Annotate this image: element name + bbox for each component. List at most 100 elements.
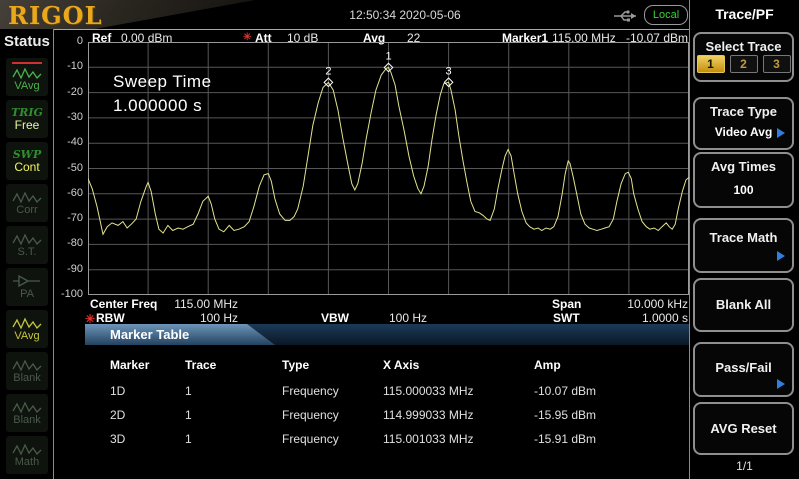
spectrum-plot: 1 2 3 Sweep Time 1.000000 s — [87, 41, 690, 296]
status-math-trace-icon: Math — [6, 436, 48, 474]
marker-table-col-marker: Marker — [110, 358, 150, 372]
table-row-xaxis: 115.000033 MHz — [383, 384, 474, 398]
center-freq-label: Center Freq — [90, 297, 158, 311]
select-trace-button[interactable]: Select Trace 1 2 3 — [693, 32, 794, 82]
table-row-marker: 2D — [110, 408, 126, 422]
avg-times-value: 100 — [733, 183, 754, 197]
panel-title: Trace/PF — [715, 6, 774, 22]
vbw-value: 100 Hz — [388, 311, 427, 325]
blank-all-label: Blank All — [715, 297, 772, 312]
rbw-changed-flag-icon: ✳ — [85, 312, 96, 326]
y-axis-tick: -20 — [67, 85, 83, 98]
sweep-time-overlay-value: 1.000000 s — [113, 96, 203, 115]
avg-times-button[interactable]: Avg Times 100 — [693, 152, 794, 208]
usb-icon — [614, 10, 636, 22]
marker-table-col-xaxis: X Axis — [383, 358, 420, 372]
marker-table-banner: Marker Table — [85, 324, 689, 345]
y-axis-tick: -40 — [67, 136, 83, 149]
trace-type-label: Trace Type — [710, 104, 777, 119]
status-trace-video-avg-icon: VAvg — [6, 58, 48, 96]
marker-table-title: Marker Table — [110, 327, 190, 342]
table-row-marker: 3D — [110, 432, 126, 446]
y-axis-tick: 0 — [76, 35, 83, 47]
marker-1-number: 1 — [385, 50, 391, 62]
sweep-time-overlay: Sweep Time 1.000000 s — [113, 70, 212, 118]
table-row-xaxis: 114.999033 MHz — [383, 408, 474, 422]
status-column-title: Status — [4, 33, 50, 50]
marker-2-diamond-icon — [323, 77, 334, 88]
menu-page-indicator: 1/1 — [736, 459, 753, 473]
table-row-type: Frequency — [282, 384, 339, 398]
table-row-amp: -15.95 dBm — [534, 408, 597, 422]
swt-label: SWT — [553, 311, 580, 325]
submenu-arrow-icon — [777, 128, 785, 138]
table-row-type: Frequency — [282, 408, 339, 422]
rbw-label: RBW — [96, 311, 125, 325]
att-changed-flag-icon: ✳ — [243, 32, 252, 43]
marker-3-number: 3 — [446, 65, 452, 77]
status-trace3-blank-icon: Blank — [6, 394, 48, 432]
table-row-type: Frequency — [282, 432, 339, 446]
trace-type-button[interactable]: Trace Type Video Avg — [693, 97, 794, 150]
marker-3-diamond-icon — [443, 77, 454, 88]
select-trace-label: Select Trace — [705, 39, 782, 54]
center-freq-value: 115.00 MHz — [174, 297, 238, 311]
y-axis-labels: 0 -10 -20 -30 -40 -50 -60 -70 -80 -90 -100 — [54, 0, 86, 310]
status-icon-column: VAvg TRIG Free SWP Cont Corr S.T. PA VAvg Blank Bl… — [0, 0, 53, 479]
local-remote-status-badge: Local — [644, 5, 688, 25]
marker-table-col-type: Type — [282, 358, 310, 372]
avg-times-label: Avg Times — [710, 159, 777, 174]
table-row-amp: -15.91 dBm — [534, 432, 597, 446]
table-row-trace: 1 — [185, 408, 192, 422]
status-trace1-vavg-icon: VAvg — [6, 310, 48, 348]
blank-all-button[interactable]: Blank All — [693, 278, 794, 332]
marker-table-col-trace: Trace — [185, 358, 217, 372]
panel-divider — [689, 0, 690, 479]
trace-type-value: Video Avg — [714, 125, 773, 139]
submenu-arrow-icon — [777, 379, 785, 389]
trace-3-chip[interactable]: 3 — [762, 55, 791, 73]
avg-reset-label: AVG Reset — [710, 420, 777, 436]
y-axis-tick: -70 — [67, 212, 83, 225]
trace-math-button[interactable]: Trace Math — [693, 218, 794, 273]
y-axis-tick: -60 — [67, 186, 83, 199]
status-preamp-icon: PA — [6, 268, 48, 306]
swt-value: 1.0000 s — [641, 311, 688, 325]
submenu-arrow-icon — [777, 251, 785, 261]
y-axis-tick: -100 — [60, 288, 83, 300]
span-value: 10.000 kHz — [627, 297, 688, 311]
marker-1-diamond-icon — [383, 62, 394, 73]
y-axis-tick: -80 — [67, 237, 83, 250]
y-axis-tick: -30 — [67, 110, 83, 123]
status-sweep-icon: SWP Cont — [6, 142, 48, 180]
pass-fail-button[interactable]: Pass/Fail — [693, 342, 794, 397]
span-label: Span — [552, 297, 582, 311]
softkey-panel: Trace/PF Select Trace 1 2 3 Trace Type V… — [690, 0, 799, 479]
y-axis-tick: -10 — [67, 60, 83, 73]
avg-reset-button[interactable]: AVG Reset — [693, 402, 794, 455]
pass-fail-label: Pass/Fail — [715, 360, 772, 375]
status-sweep-time-icon: S.T. — [6, 226, 48, 264]
marker-table: Marker Trace Type X Axis Amp 1D 1 Freque… — [0, 352, 690, 479]
table-row-amp: -10.07 dBm — [534, 384, 597, 398]
status-trace2-blank-icon: Blank — [6, 352, 48, 390]
topbar-divider — [53, 29, 689, 30]
rigol-logo: RIGOL — [8, 1, 103, 30]
sidebar-divider — [53, 29, 54, 479]
trace-2-chip[interactable]: 2 — [729, 55, 758, 73]
sweep-time-overlay-title: Sweep Time — [113, 72, 212, 91]
status-correction-icon: Corr — [6, 184, 48, 222]
table-row-trace: 1 — [185, 432, 192, 446]
vbw-label: VBW — [321, 311, 349, 325]
marker-table-tab — [85, 324, 275, 345]
trace-1-chip[interactable]: 1 — [696, 55, 725, 73]
trace-math-label: Trace Math — [709, 230, 778, 245]
table-row-marker: 1D — [110, 384, 126, 398]
clock-display: 12:50:34 2020-05-06 — [349, 8, 461, 22]
marker-table-col-amp: Amp — [534, 358, 561, 372]
marker-2-number: 2 — [325, 65, 331, 77]
y-axis-tick: -90 — [67, 262, 83, 275]
rbw-value: 100 Hz — [199, 311, 238, 325]
table-row-xaxis: 115.001033 MHz — [383, 432, 474, 446]
